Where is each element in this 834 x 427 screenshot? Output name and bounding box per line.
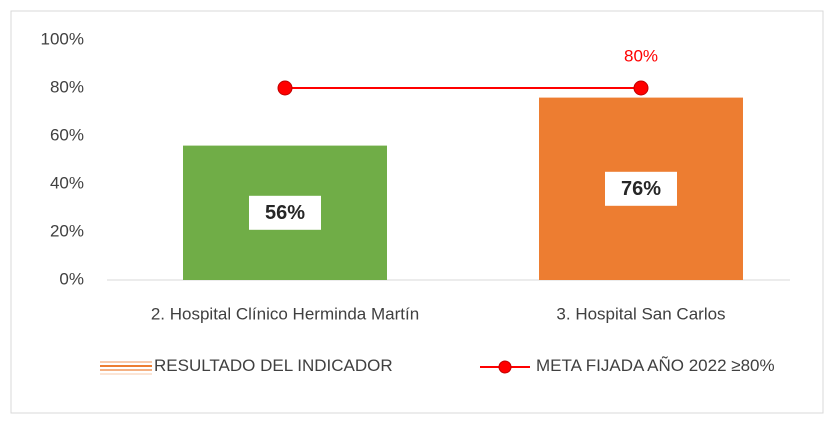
legend-swatch xyxy=(100,360,152,375)
line-marker xyxy=(277,80,293,96)
y-tick-label: 0% xyxy=(59,269,84,288)
y-tick-label: 60% xyxy=(50,125,84,144)
x-tick-label: 3. Hospital San Carlos xyxy=(556,304,725,323)
legend-label: RESULTADO DEL INDICADOR xyxy=(154,356,393,375)
legend-label: META FIJADA AÑO 2022 ≥80% xyxy=(536,356,775,375)
data-label: 56% xyxy=(265,202,305,224)
line-marker xyxy=(633,80,649,96)
legend-item: META FIJADA AÑO 2022 ≥80% xyxy=(480,352,800,380)
y-tick-label: 20% xyxy=(50,221,84,240)
data-label-box xyxy=(605,171,677,206)
y-tick-label: 100% xyxy=(41,29,84,48)
y-tick-label: 40% xyxy=(50,173,84,192)
legend-item: RESULTADO DEL INDICADOR xyxy=(100,352,393,381)
data-label-box xyxy=(249,195,321,230)
data-label: 80% xyxy=(624,46,658,65)
y-tick-label: 80% xyxy=(50,77,84,96)
x-tick-label: 2. Hospital Clínico Herminda Martín xyxy=(151,304,419,323)
legend-swatch xyxy=(480,360,530,374)
data-label: 76% xyxy=(621,178,661,200)
